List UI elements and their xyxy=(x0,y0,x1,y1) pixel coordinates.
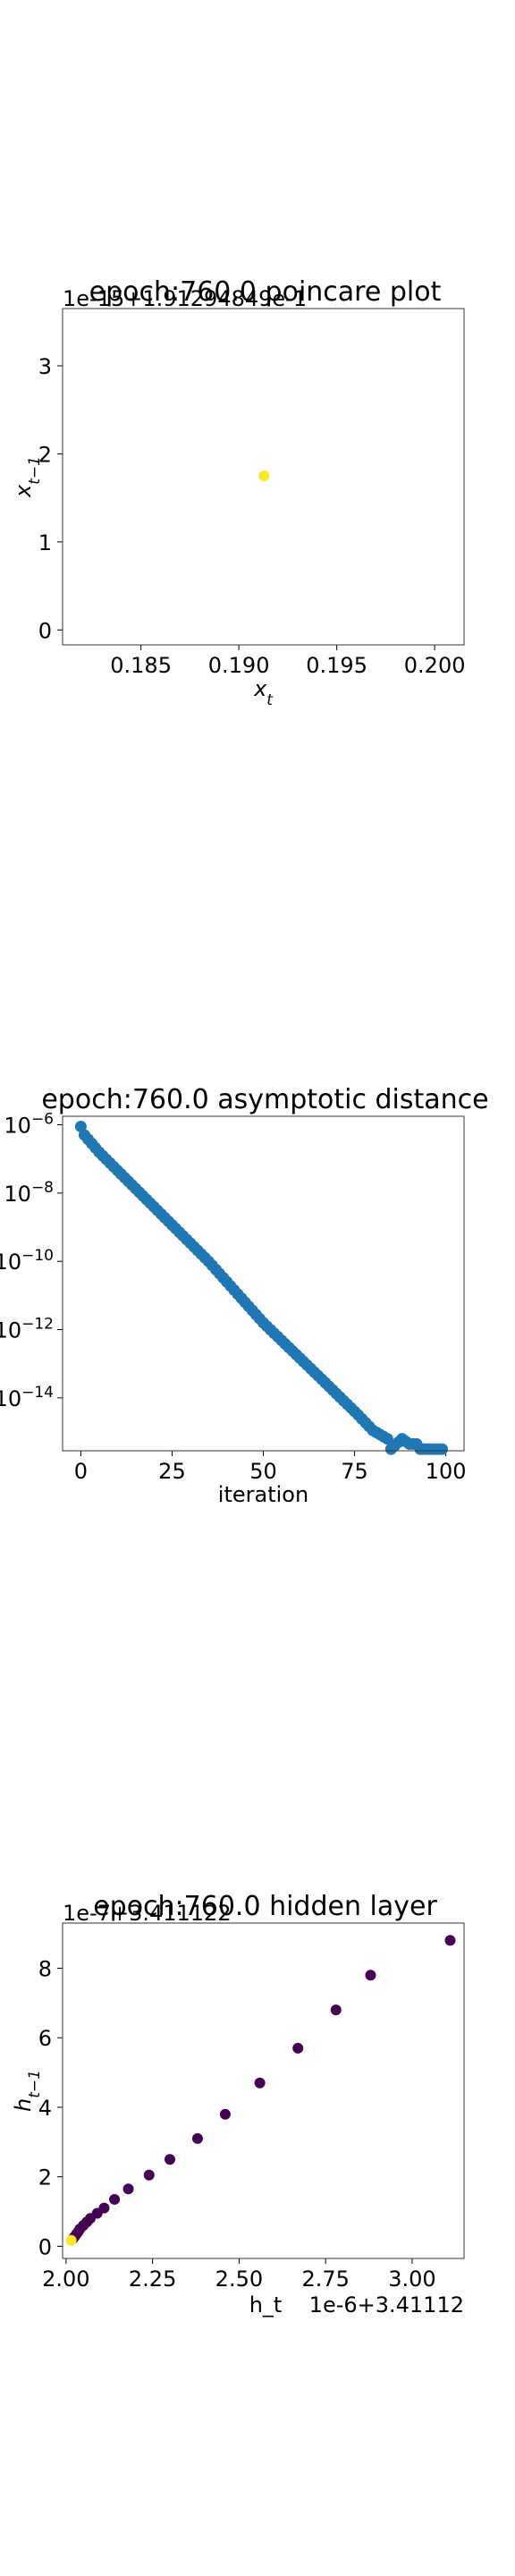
data-point xyxy=(330,2004,342,2016)
x-tick-label: 0.195 xyxy=(306,653,367,678)
y-tick-label: 8 xyxy=(38,1957,52,1982)
data-point xyxy=(109,2193,121,2205)
x-tick-label: 0.200 xyxy=(404,653,466,678)
chart-title: epoch:760.0 asymptotic distance xyxy=(41,1084,488,1115)
y-tick-label: 0 xyxy=(38,2234,52,2259)
y-tick-label: 10−6 xyxy=(4,1111,54,1139)
plot-frame xyxy=(62,1115,465,1452)
chart-title: epoch:760.0 hidden layer xyxy=(93,1891,437,1922)
x-tick-label: 0.185 xyxy=(110,653,172,678)
y-offset-text: 1e-15+1.91294849e-1 xyxy=(63,286,307,311)
y-axis-label: xt−1 xyxy=(11,456,44,498)
y-tick-label: 10−10 xyxy=(0,1247,54,1275)
y-tick-label: 10−12 xyxy=(0,1316,54,1343)
x-tick-label: 2.75 xyxy=(301,2267,349,2292)
y-tick-label: 6 xyxy=(38,2026,52,2051)
plot-frame xyxy=(62,1922,465,2259)
data-point xyxy=(444,1935,456,1946)
data-point xyxy=(381,1433,393,1445)
data-point xyxy=(365,1970,376,1981)
data-point xyxy=(219,2108,231,2120)
data-point xyxy=(254,2077,266,2089)
x-axis-label: xt xyxy=(253,676,274,709)
x-tick-label: 3.00 xyxy=(388,2267,435,2292)
y-tick-label: 4 xyxy=(38,2096,52,2121)
chart-title: epoch:760.0 poincare plot xyxy=(89,276,442,308)
chart-2: epoch:760.0 asymptotic distance 0 25 50 75 10… xyxy=(0,1084,489,1507)
x-axis-label: h_t xyxy=(249,2292,283,2318)
y-tick-label: 3 xyxy=(38,354,52,379)
x-tick-label: 75 xyxy=(341,1459,368,1484)
data-point xyxy=(65,2234,77,2246)
x-tick-label: 2.00 xyxy=(42,2267,89,2292)
x-tick-label: 0.190 xyxy=(208,653,270,678)
x-tick-label: 100 xyxy=(426,1459,467,1484)
y-tick-label: 2 xyxy=(38,442,52,467)
data-point xyxy=(436,1443,449,1455)
plot-frame xyxy=(62,308,465,646)
data-point xyxy=(122,2183,134,2195)
x-tick-label: 2.50 xyxy=(215,2267,263,2292)
x-tick-label: 25 xyxy=(158,1459,186,1484)
x-tick-label: 0 xyxy=(74,1459,88,1484)
y-tick-label: 1 xyxy=(38,530,52,555)
data-point xyxy=(292,2042,304,2054)
data-point xyxy=(164,2154,175,2165)
data-point xyxy=(143,2169,155,2181)
y-tick-label: 10−8 xyxy=(4,1179,54,1207)
data-point xyxy=(191,2132,203,2144)
y-tick-label: 10−14 xyxy=(0,1384,54,1411)
x-tick-label: 50 xyxy=(249,1459,277,1484)
y-axis-label: ht−1 xyxy=(11,2070,44,2112)
x-offset-text: 1e-6+3.41112 xyxy=(309,2292,464,2318)
x-tick-label: 2.25 xyxy=(129,2267,176,2292)
data-point xyxy=(258,470,270,482)
x-axis-label: iteration xyxy=(218,1482,308,1507)
y-offset-text: 1e-7+3.411122 xyxy=(63,1901,232,1926)
y-tick-label: 0 xyxy=(38,618,52,643)
y-tick-label: 2 xyxy=(38,2165,52,2190)
chart-1: epoch:760.0 poincare plot1e-15+1.9129484… xyxy=(11,276,466,709)
